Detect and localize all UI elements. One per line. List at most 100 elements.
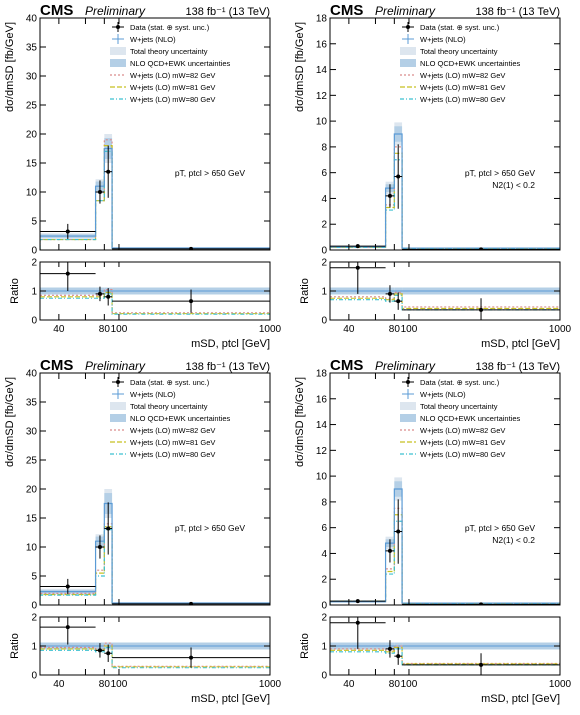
- ratio-data-point: [189, 299, 194, 304]
- legend-label: W+jets (LO) mW=81 GeV: [130, 83, 215, 92]
- y-tick-label: 6: [321, 523, 327, 534]
- legend-label: NLO QCD+EWK uncertainties: [420, 414, 520, 423]
- legend: Data (stat. ⊕ syst. unc.) W+jets (NLO) Tot…: [400, 22, 520, 104]
- ratio-data-point: [387, 646, 392, 651]
- x-tick-label: 1000: [549, 679, 572, 690]
- panel-top-left: CMS Preliminary 138 fb⁻¹ (13 TeV) dσ/dmSD […: [4, 2, 282, 350]
- legend-label: W+jets (LO) mW=82 GeV: [420, 71, 505, 80]
- x-tick-label: 100: [111, 324, 128, 335]
- data-point: [479, 602, 484, 605]
- data-point: [396, 174, 401, 179]
- legend-label: Total theory uncertainty: [130, 47, 208, 56]
- legend-total-unc-swatch: [400, 402, 416, 410]
- ratio-plot-area: [40, 617, 270, 669]
- legend: Data (stat. ⊕ syst. unc.) W+jets (NLO) Tot…: [110, 22, 230, 104]
- legend-label: W+jets (LO) mW=81 GeV: [420, 83, 505, 92]
- x-tick-label: 100: [111, 679, 128, 690]
- y-tick-label: 0: [321, 601, 327, 612]
- nlo-line: [40, 502, 270, 605]
- data-point: [189, 246, 194, 250]
- legend: Data (stat. ⊕ syst. unc.) W+jets (NLO) Tot…: [400, 377, 520, 459]
- lumi-label: 138 fb⁻¹ (13 TeV): [476, 6, 560, 18]
- y-tick-label: 2: [321, 575, 327, 586]
- data-point: [106, 169, 111, 174]
- ratio-axis-title: Ratio: [299, 633, 311, 659]
- x-axis-title: mSD, ptcl [GeV]: [481, 338, 560, 350]
- y-tick-label: 25: [26, 101, 38, 112]
- legend-label: W+jets (LO) mW=80 GeV: [420, 95, 505, 104]
- y-tick-label: 16: [316, 39, 328, 50]
- legend-label: NLO QCD+EWK uncertainties: [130, 59, 230, 68]
- x-tick-label: 100: [401, 324, 418, 335]
- ratio-axis-title: Ratio: [9, 633, 21, 659]
- ratio-axis-title: Ratio: [9, 278, 21, 304]
- y-tick-label: 40: [26, 14, 38, 25]
- y-tick-label: 4: [321, 194, 327, 205]
- legend-label: W+jets (LO) mW=82 GeV: [420, 426, 505, 435]
- legend-data-marker: [116, 25, 120, 29]
- ratio-plot-area: [330, 262, 560, 320]
- ratio-lo-mw80-line: [330, 648, 560, 666]
- main-plot-area: [40, 489, 270, 605]
- nlo-line: [330, 133, 560, 250]
- cut-annotation: pT, ptcl > 650 GeV: [465, 168, 535, 178]
- ratio-lo-mw80-line: [40, 646, 270, 669]
- ratio-y-tick-label: 2: [321, 258, 327, 269]
- ratio-y-tick-label: 1: [321, 642, 327, 653]
- y-tick-label: 2: [321, 220, 327, 231]
- cut-annotation: pT, ptcl > 650 GeV: [175, 523, 245, 533]
- main-frame: [329, 372, 561, 606]
- lumi-label: 138 fb⁻¹ (13 TeV): [186, 6, 270, 18]
- ratio-data-point: [65, 625, 70, 630]
- ratio-y-tick-label: 2: [321, 613, 327, 624]
- ratio-y-tick-label: 1: [31, 287, 37, 298]
- ratio-data-point: [387, 291, 392, 296]
- cms-label: CMS: [40, 357, 73, 374]
- ratio-lo-mw81-line: [40, 291, 270, 315]
- x-tick-label: 80: [389, 324, 401, 335]
- legend-label: Data (stat. ⊕ syst. unc.): [130, 23, 210, 32]
- legend-label: W+jets (LO) mW=82 GeV: [130, 426, 215, 435]
- legend-total-unc-swatch: [400, 47, 416, 55]
- main-frame: [329, 17, 561, 251]
- legend-label: W+jets (LO) mW=81 GeV: [130, 438, 215, 447]
- y-axis-title: dσ/dmSD [fb/GeV]: [4, 22, 16, 112]
- data-point: [97, 190, 102, 194]
- legend-label: W+jets (NLO): [420, 35, 466, 44]
- panel-top-right: CMS Preliminary 138 fb⁻¹ (13 TeV) dσ/dmSD […: [294, 2, 572, 350]
- preliminary-label: Preliminary: [85, 4, 146, 18]
- ratio-y-tick-label: 1: [31, 642, 37, 653]
- preliminary-label: Preliminary: [375, 4, 436, 18]
- data-point: [387, 548, 392, 553]
- y-tick-label: 6: [321, 168, 327, 179]
- ratio-data-point: [97, 291, 102, 296]
- legend-label: Total theory uncertainty: [130, 402, 208, 411]
- data-point: [387, 193, 392, 198]
- ratio-lo-mw82-line: [330, 291, 560, 308]
- legend-label: Data (stat. ⊕ syst. unc.): [130, 378, 210, 387]
- ratio-plot-area: [330, 617, 560, 675]
- y-axis-title: dσ/dmSD [fb/GeV]: [294, 22, 306, 112]
- main-plot-area: [40, 134, 270, 250]
- data-point: [97, 545, 102, 549]
- data-point: [65, 584, 70, 589]
- y-tick-label: 30: [26, 72, 38, 83]
- ratio-data-point: [65, 271, 70, 276]
- ratio-y-tick-label: 0: [321, 316, 327, 327]
- y-tick-label: 5: [31, 572, 37, 583]
- ratio-data-point: [479, 662, 484, 667]
- panel-bottom-right: CMS Preliminary 138 fb⁻¹ (13 TeV) dσ/dmSD […: [294, 357, 572, 705]
- y-tick-label: 10: [316, 117, 328, 128]
- legend-label: Data (stat. ⊕ syst. unc.): [420, 23, 500, 32]
- ratio-plot-area: [40, 262, 270, 315]
- ratio-y-tick-label: 2: [31, 613, 37, 624]
- legend-total-unc-swatch: [110, 402, 126, 410]
- y-tick-label: 10: [316, 472, 328, 483]
- data-point: [106, 526, 111, 531]
- nlo-line: [40, 147, 270, 250]
- legend-label: NLO QCD+EWK uncertainties: [130, 414, 230, 423]
- x-tick-label: 80: [99, 679, 111, 690]
- x-tick-label: 40: [53, 324, 65, 335]
- x-tick-label: 40: [53, 679, 65, 690]
- legend-qcd-ewk-swatch: [110, 414, 126, 422]
